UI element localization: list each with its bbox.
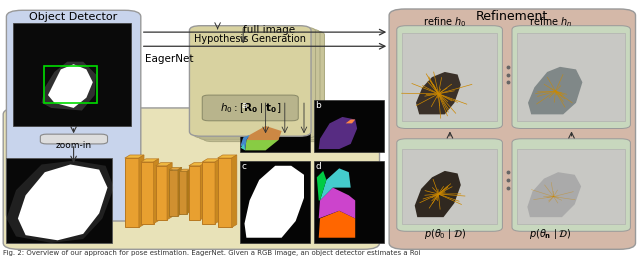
- FancyBboxPatch shape: [314, 100, 384, 152]
- FancyBboxPatch shape: [512, 26, 630, 128]
- Polygon shape: [18, 164, 108, 240]
- Polygon shape: [245, 131, 278, 150]
- Polygon shape: [528, 67, 582, 114]
- FancyBboxPatch shape: [198, 29, 320, 140]
- FancyBboxPatch shape: [141, 162, 154, 224]
- Text: Fig. 2: Overview of our approach for pose estimation. EagerNet. Given a RGB imag: Fig. 2: Overview of our approach for pos…: [3, 250, 420, 256]
- FancyBboxPatch shape: [402, 149, 497, 224]
- FancyBboxPatch shape: [240, 100, 310, 152]
- FancyBboxPatch shape: [189, 26, 311, 136]
- Polygon shape: [169, 167, 182, 170]
- Polygon shape: [156, 163, 172, 166]
- FancyBboxPatch shape: [3, 108, 380, 249]
- Polygon shape: [244, 166, 304, 238]
- Polygon shape: [415, 171, 461, 217]
- FancyBboxPatch shape: [40, 134, 108, 144]
- FancyBboxPatch shape: [203, 31, 324, 142]
- FancyBboxPatch shape: [397, 139, 502, 231]
- FancyBboxPatch shape: [517, 33, 625, 121]
- Polygon shape: [320, 168, 351, 200]
- Text: Hypothesis Generation: Hypothesis Generation: [195, 34, 307, 43]
- Polygon shape: [154, 159, 159, 224]
- Text: EagerNet: EagerNet: [145, 54, 194, 64]
- Polygon shape: [200, 163, 205, 220]
- Polygon shape: [187, 169, 191, 214]
- Text: zoom-in: zoom-in: [56, 141, 92, 150]
- FancyBboxPatch shape: [397, 26, 502, 128]
- Polygon shape: [218, 155, 237, 158]
- Polygon shape: [6, 161, 114, 243]
- FancyBboxPatch shape: [189, 166, 200, 220]
- Polygon shape: [202, 159, 220, 162]
- FancyBboxPatch shape: [402, 33, 497, 121]
- Polygon shape: [189, 163, 205, 166]
- Text: refine $h_n$: refine $h_n$: [529, 15, 572, 29]
- Text: $p(\theta_0 \mid \mathcal{D})$: $p(\theta_0 \mid \mathcal{D})$: [424, 227, 466, 241]
- Polygon shape: [178, 167, 182, 216]
- Polygon shape: [317, 171, 326, 200]
- Polygon shape: [139, 155, 144, 227]
- FancyBboxPatch shape: [314, 161, 384, 243]
- FancyBboxPatch shape: [240, 161, 310, 243]
- FancyBboxPatch shape: [517, 149, 625, 224]
- Polygon shape: [125, 155, 144, 158]
- Polygon shape: [241, 135, 250, 150]
- Polygon shape: [141, 159, 159, 162]
- Text: d: d: [316, 162, 321, 171]
- Text: c: c: [242, 162, 247, 171]
- Polygon shape: [319, 117, 357, 149]
- FancyBboxPatch shape: [218, 158, 232, 227]
- Polygon shape: [416, 72, 461, 114]
- FancyBboxPatch shape: [202, 162, 215, 224]
- Polygon shape: [527, 172, 581, 217]
- FancyBboxPatch shape: [202, 95, 298, 121]
- Text: full image: full image: [243, 25, 295, 34]
- FancyBboxPatch shape: [6, 158, 112, 243]
- Text: b: b: [316, 101, 321, 110]
- Polygon shape: [215, 159, 220, 224]
- Text: $h_0 : [\mathbf{R_0} \mid \mathbf{t_0}]$: $h_0 : [\mathbf{R_0} \mid \mathbf{t_0}]$: [220, 101, 281, 115]
- FancyBboxPatch shape: [194, 27, 316, 138]
- FancyBboxPatch shape: [179, 171, 187, 214]
- Polygon shape: [319, 211, 355, 238]
- FancyBboxPatch shape: [125, 158, 139, 227]
- Polygon shape: [241, 144, 245, 150]
- Polygon shape: [179, 169, 191, 171]
- Polygon shape: [319, 188, 355, 218]
- Text: refine $h_0$: refine $h_0$: [423, 15, 467, 29]
- FancyBboxPatch shape: [13, 23, 131, 126]
- FancyBboxPatch shape: [6, 10, 141, 221]
- Text: a: a: [242, 101, 248, 110]
- Polygon shape: [42, 62, 96, 111]
- Polygon shape: [167, 163, 172, 220]
- FancyBboxPatch shape: [156, 166, 167, 220]
- Polygon shape: [232, 155, 237, 227]
- Polygon shape: [346, 120, 355, 123]
- FancyBboxPatch shape: [169, 170, 178, 216]
- Text: Object Detector: Object Detector: [29, 12, 118, 22]
- FancyBboxPatch shape: [512, 139, 630, 231]
- Text: $p(\theta_\mathbf{n} \mid \mathcal{D})$: $p(\theta_\mathbf{n} \mid \mathcal{D})$: [529, 227, 572, 241]
- Text: Refinement: Refinement: [476, 10, 548, 23]
- Polygon shape: [48, 64, 93, 108]
- FancyBboxPatch shape: [389, 9, 636, 249]
- Polygon shape: [246, 126, 282, 140]
